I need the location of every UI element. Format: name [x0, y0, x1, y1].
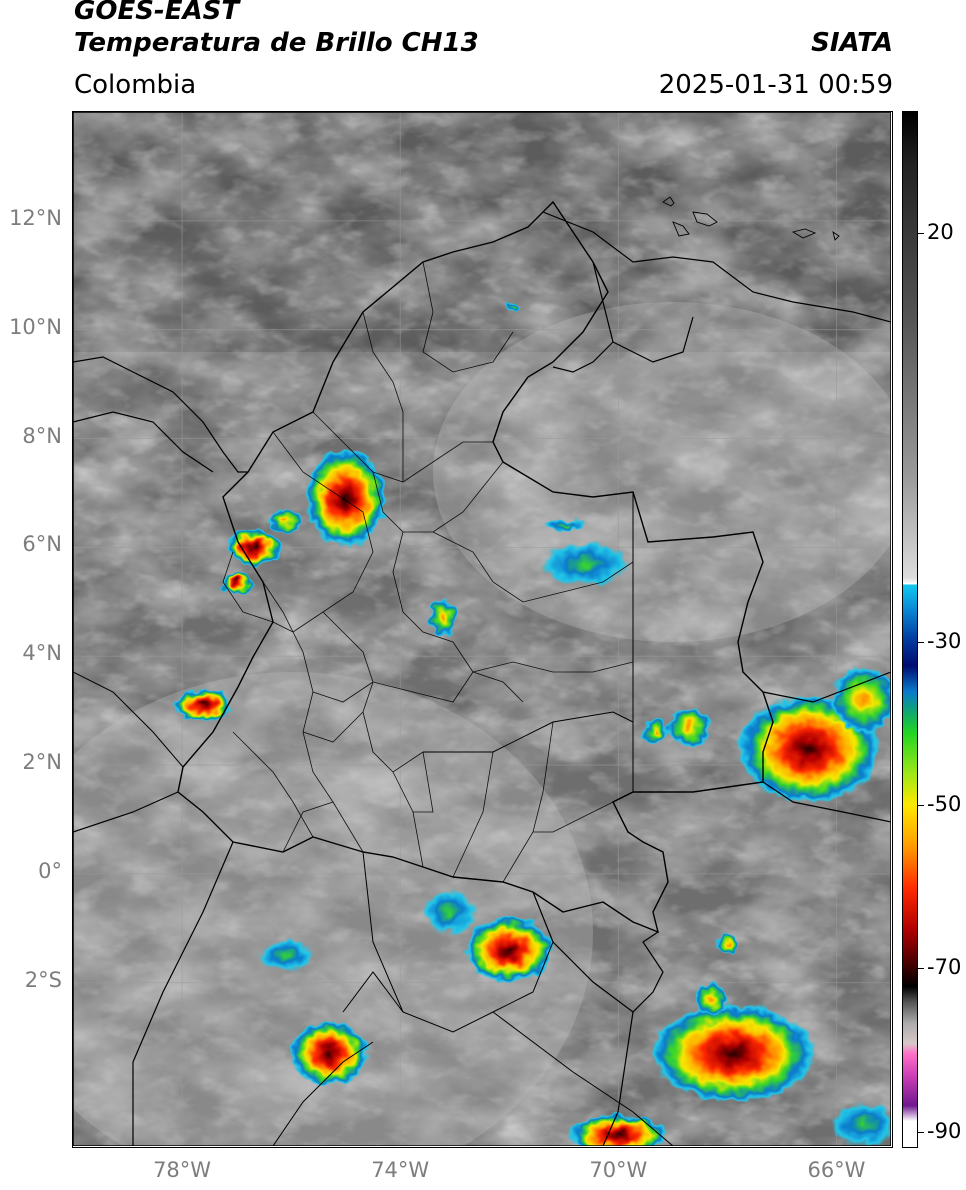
colorbar-tick-label: -90 [927, 1118, 962, 1143]
colorbar-tick-mark [918, 1131, 924, 1133]
datetime-label: 2025-01-31 00:59 [658, 70, 893, 100]
colorbar-tick-label: -70 [927, 955, 962, 980]
y-tick-label: 12°N [9, 205, 62, 230]
map-canvas [73, 112, 892, 1147]
storm-cell [173, 688, 234, 722]
storm-cell [667, 707, 712, 747]
storm-cell [541, 541, 630, 586]
country-borders [73, 200, 892, 1147]
satellite-title: GOES-EAST [74, 0, 240, 26]
storm-cell [694, 982, 728, 1016]
temperature-colorbar [902, 111, 918, 1148]
storm-cell [465, 917, 553, 983]
x-tick-label: 70°W [589, 1158, 648, 1182]
y-tick-label: 2°S [24, 967, 62, 992]
colorbar-tick-mark [918, 233, 924, 235]
colorbar-gradient [903, 112, 917, 1147]
storm-cell [541, 519, 586, 533]
storm-cell [716, 933, 739, 956]
y-tick-label: 6°N [22, 532, 62, 557]
product-title: Temperatura de Brillo CH13 [74, 28, 479, 58]
colorbar-tick-label: -50 [927, 792, 962, 817]
colorbar-tick-mark [918, 641, 924, 643]
colorbar-tick-mark [918, 805, 924, 807]
y-tick-label: 8°N [22, 423, 62, 448]
y-tick-label: 2°N [22, 750, 62, 775]
storm-cell [430, 599, 458, 638]
storm-cell [831, 1102, 892, 1146]
storm-cell [258, 939, 313, 972]
y-tick-label: 0° [38, 858, 62, 883]
region-label: Colombia [74, 70, 197, 100]
storm-cell [304, 449, 387, 548]
storm-cell [831, 667, 892, 733]
x-tick-label: 66°W [807, 1158, 866, 1182]
storm-cell [225, 528, 281, 567]
colorbar-tick-mark [918, 968, 924, 970]
colorbar-tick-label: -30 [927, 628, 962, 653]
storm-cell [422, 890, 477, 934]
x-tick-label: 78°W [153, 1158, 212, 1182]
storm-cell [569, 1113, 668, 1147]
storm-cell [291, 1020, 368, 1087]
islands [662, 196, 840, 241]
y-tick-label: 4°N [22, 641, 62, 666]
department-borders [222, 261, 634, 883]
storm-cells [173, 302, 892, 1147]
storm-cell [269, 509, 303, 532]
agency-label: SIATA [811, 28, 893, 58]
gridlines [73, 112, 891, 1146]
x-tick-label: 74°W [371, 1158, 430, 1182]
satellite-map[interactable] [72, 111, 893, 1148]
storm-cell [509, 302, 521, 314]
storm-cell [642, 718, 671, 747]
storm-cell [651, 1004, 815, 1103]
storm-cell [220, 571, 253, 594]
y-tick-label: 10°N [9, 314, 62, 339]
colorbar-tick-label: 20 [927, 220, 954, 245]
